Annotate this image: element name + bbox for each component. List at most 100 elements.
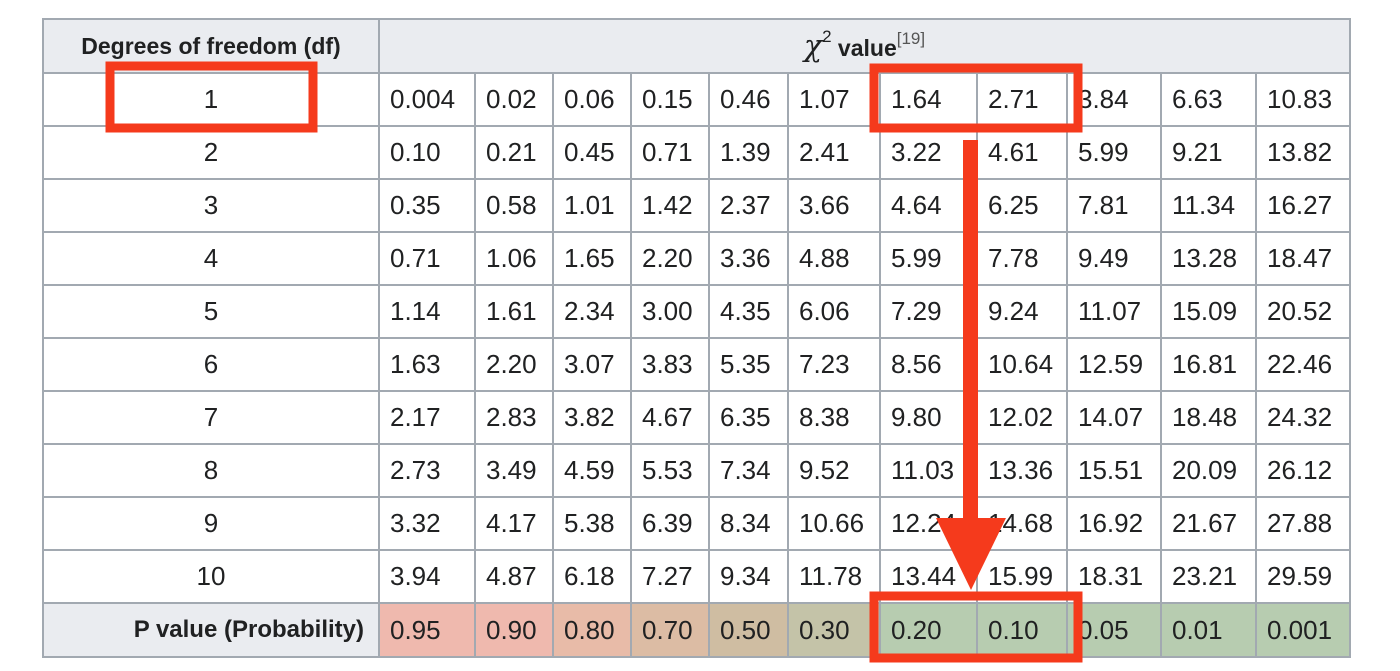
df-cell: 5: [42, 284, 380, 339]
table-row: 6 1.63 2.20 3.07 3.83 5.35 7.23 8.56 10.64 12.59 1…: [42, 337, 1351, 392]
chi-value-cell: 0.004: [378, 72, 476, 127]
chi-value-cell: 4.35: [708, 284, 789, 339]
chi-value-cell: 1.01: [552, 178, 632, 233]
chi-value-cell: 13.44: [879, 549, 978, 604]
chi-value-cell: 4.88: [787, 231, 881, 286]
chi-value-cell: 8.56: [879, 337, 978, 392]
chi-value-cell: 4.61: [976, 125, 1068, 180]
chi-value-cell: 12.02: [976, 390, 1068, 445]
chi-value-cell: 0.71: [630, 125, 710, 180]
chi-value-cell: 3.22: [879, 125, 978, 180]
p-value-cell: 0.05: [1066, 602, 1162, 658]
chi-value-cell: 8.34: [708, 496, 789, 551]
chi-value-cell: 0.15: [630, 72, 710, 127]
p-value-cell: 0.30: [787, 602, 881, 658]
df-column-header: Degrees of freedom (df): [42, 18, 380, 74]
df-cell: 10: [42, 549, 380, 604]
chi-value-cell: 5.38: [552, 496, 632, 551]
chi-value-cell: 12.24: [879, 496, 978, 551]
chi-value-cell: 13.28: [1160, 231, 1257, 286]
chi-value-cell: 6.25: [976, 178, 1068, 233]
chi-value-cell: 20.09: [1160, 443, 1257, 498]
chi-value-cell: 7.81: [1066, 178, 1162, 233]
chi-value-cell: 3.82: [552, 390, 632, 445]
chi-value-cell: 0.21: [474, 125, 554, 180]
chi-value-cell: 12.59: [1066, 337, 1162, 392]
chi-value-cell: 16.27: [1255, 178, 1351, 233]
chi-value-cell: 9.21: [1160, 125, 1257, 180]
chi-value-cell: 7.78: [976, 231, 1068, 286]
chi-value-cell: 15.09: [1160, 284, 1257, 339]
chi-value-cell: 4.17: [474, 496, 554, 551]
chi-value-cell: 18.48: [1160, 390, 1257, 445]
chi-value-cell: 20.52: [1255, 284, 1351, 339]
table-header-row: Degrees of freedom (df) χ2 value[19]: [42, 18, 1351, 74]
df-cell: 7: [42, 390, 380, 445]
chi-value-cell: 6.35: [708, 390, 789, 445]
chi-value-cell: 3.36: [708, 231, 789, 286]
chi-value-cell: 29.59: [1255, 549, 1351, 604]
chi-value-cell: 21.67: [1160, 496, 1257, 551]
chi-value-cell: 11.07: [1066, 284, 1162, 339]
chi-value-cell: 24.32: [1255, 390, 1351, 445]
chi-value-cell: 2.34: [552, 284, 632, 339]
chi-value-cell: 7.29: [879, 284, 978, 339]
chi-value-cell: 2.17: [378, 390, 476, 445]
p-value-cell: 0.01: [1160, 602, 1257, 658]
p-value-cell: 0.10: [976, 602, 1068, 658]
chi-value-cell: 27.88: [1255, 496, 1351, 551]
table-row: 4 0.71 1.06 1.65 2.20 3.36 4.88 5.99 7.78 9.49 13.…: [42, 231, 1351, 286]
chi-value-cell: 7.27: [630, 549, 710, 604]
chi-value-label: value: [837, 34, 897, 61]
chi-value-cell: 3.84: [1066, 72, 1162, 127]
chi-value-cell: 14.68: [976, 496, 1068, 551]
chi-value-cell: 10.66: [787, 496, 881, 551]
chi-value-cell: 1.61: [474, 284, 554, 339]
table-row: 5 1.14 1.61 2.34 3.00 4.35 6.06 7.29 9.24 11.07 15…: [42, 284, 1351, 339]
chi-value-cell: 3.49: [474, 443, 554, 498]
chi-value-cell: 1.14: [378, 284, 476, 339]
chi-value-cell: 0.02: [474, 72, 554, 127]
chi-value-cell: 13.82: [1255, 125, 1351, 180]
chi-value-cell: 16.92: [1066, 496, 1162, 551]
chi-value-cell: 1.39: [708, 125, 789, 180]
chi-value-cell: 0.46: [708, 72, 789, 127]
chi-value-cell: 0.06: [552, 72, 632, 127]
chi-square-table: Degrees of freedom (df) χ2 value[19] 1 0.…: [42, 18, 1351, 658]
p-value-cell: 0.70: [630, 602, 710, 658]
df-cell: 3: [42, 178, 380, 233]
chi-value-cell: 0.10: [378, 125, 476, 180]
table-row: 10 3.94 4.87 6.18 7.27 9.34 11.78 13.44 15.99 18.…: [42, 549, 1351, 604]
chi-value-cell: 10.83: [1255, 72, 1351, 127]
chi-value-cell: 14.07: [1066, 390, 1162, 445]
chi-value-cell: 16.81: [1160, 337, 1257, 392]
chi-value-cell: 1.64: [879, 72, 978, 127]
p-value-cell: 0.001: [1255, 602, 1351, 658]
chi-value-cell: 5.53: [630, 443, 710, 498]
table-row: 3 0.35 0.58 1.01 1.42 2.37 3.66 4.64 6.25 7.81 11.…: [42, 178, 1351, 233]
chi-value-cell: 10.64: [976, 337, 1068, 392]
chi-value-cell: 23.21: [1160, 549, 1257, 604]
chi-value-cell: 9.49: [1066, 231, 1162, 286]
chi-value-cell: 8.38: [787, 390, 881, 445]
chi-value-cell: 15.99: [976, 549, 1068, 604]
chi-value-cell: 5.35: [708, 337, 789, 392]
table-row: 2 0.10 0.21 0.45 0.71 1.39 2.41 3.22 4.61 5.99 9.2…: [42, 125, 1351, 180]
df-cell: 2: [42, 125, 380, 180]
chi-value-cell: 3.00: [630, 284, 710, 339]
chi-value-cell: 3.94: [378, 549, 476, 604]
chi-symbol: χ: [803, 28, 823, 64]
table-row: 1 0.004 0.02 0.06 0.15 0.46 1.07 1.64 2.71 3.84 6.…: [42, 72, 1351, 127]
chi-value-cell: 9.52: [787, 443, 881, 498]
chi-value-cell: 5.99: [1066, 125, 1162, 180]
table-row: 9 3.32 4.17 5.38 6.39 8.34 10.66 12.24 14.68 16.9…: [42, 496, 1351, 551]
chi-value-cell: 18.31: [1066, 549, 1162, 604]
chi-value-cell: 11.03: [879, 443, 978, 498]
chi-value-cell: 1.07: [787, 72, 881, 127]
reference-link[interactable]: [19]: [896, 28, 926, 48]
chi-value-cell: 3.83: [630, 337, 710, 392]
chi-value-cell: 1.06: [474, 231, 554, 286]
chi-value-cell: 4.67: [630, 390, 710, 445]
chi-value-cell: 18.47: [1255, 231, 1351, 286]
p-value-cell: 0.90: [474, 602, 554, 658]
